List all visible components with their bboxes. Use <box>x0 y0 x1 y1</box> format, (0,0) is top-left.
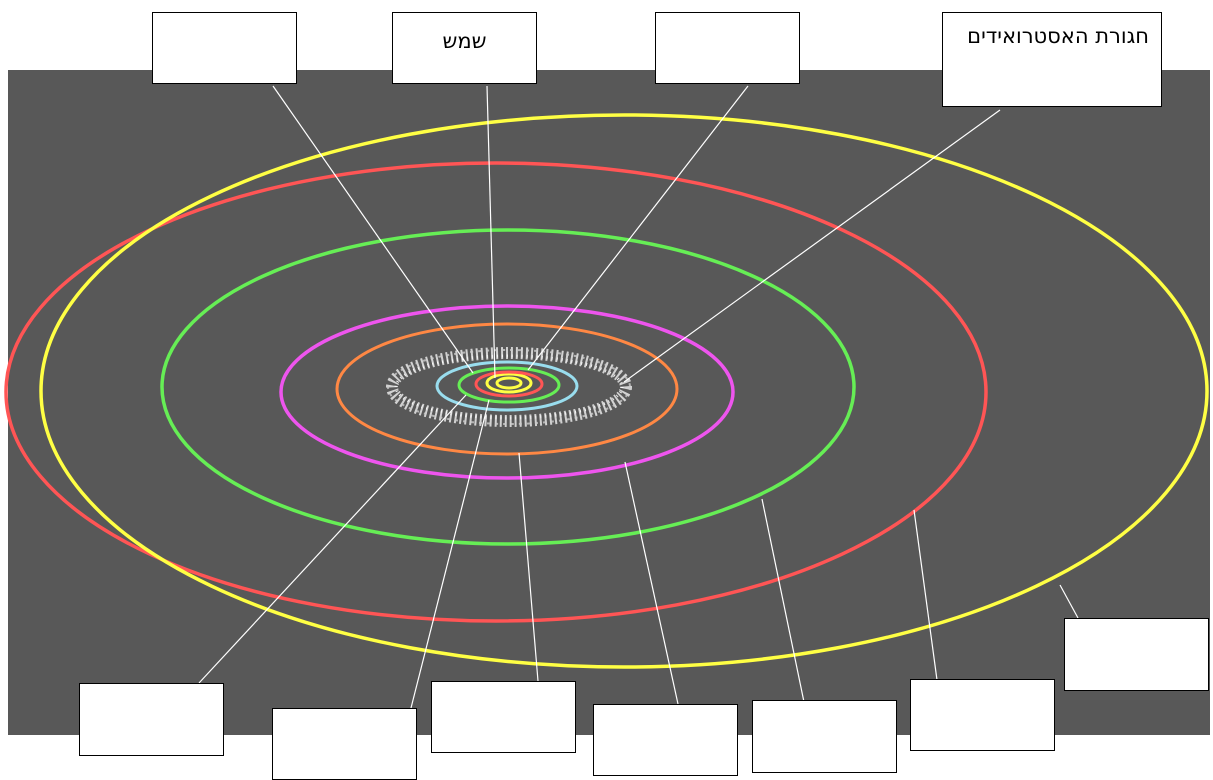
label-box-bottom-5[interactable] <box>752 700 897 773</box>
orbit-1 <box>495 376 523 390</box>
orbit-7 <box>279 304 735 480</box>
pointer-line-sun <box>486 85 496 379</box>
label-box-top-3[interactable] <box>655 12 800 84</box>
label-box-bottom-6[interactable] <box>910 679 1055 751</box>
pointer-line-bottom-2 <box>410 399 490 709</box>
pointer-line-bottom-6 <box>913 509 938 681</box>
label-box-sun[interactable]: שמש <box>392 12 537 84</box>
label-sun-text: שמש <box>442 29 487 53</box>
label-box-bottom-1[interactable] <box>79 683 224 756</box>
label-box-asteroid-belt[interactable]: חגורת האסטרואידים <box>942 12 1162 107</box>
label-asteroid-belt-text: חגורת האסטרואידים <box>967 24 1149 48</box>
orbit-9 <box>4 161 988 623</box>
pointer-line-bottom-3 <box>518 452 539 682</box>
label-box-bottom-2[interactable] <box>272 708 417 780</box>
pointer-line-asteroid-belt <box>623 109 1001 383</box>
pointer-line-bottom-7 <box>1059 584 1079 619</box>
pointer-line-bottom-5 <box>761 498 805 703</box>
asteroid-belt-outer-texture <box>387 349 631 425</box>
orbits <box>4 113 1209 669</box>
label-box-top-1[interactable] <box>152 12 297 84</box>
pointer-line-top-1 <box>272 85 474 374</box>
orbit-6 <box>335 322 679 456</box>
asteroid-belt-ring <box>386 347 632 427</box>
orbit-10 <box>39 113 1209 669</box>
pointer-line-bottom-4 <box>624 461 679 705</box>
orbit-5 <box>435 360 579 412</box>
pointer-line-bottom-1 <box>198 394 467 684</box>
orbit-3 <box>474 370 544 398</box>
orbit-2 <box>485 372 533 394</box>
label-box-bottom-3[interactable] <box>431 681 576 753</box>
pointer-line-top-3 <box>527 85 749 371</box>
orbit-8 <box>160 228 856 546</box>
pointer-lines <box>198 85 1079 709</box>
asteroid-belt <box>386 347 632 427</box>
orbit-4 <box>457 366 561 404</box>
asteroid-belt-inner-texture <box>394 354 624 420</box>
label-box-bottom-4[interactable] <box>593 704 738 776</box>
label-box-bottom-7[interactable] <box>1064 618 1209 691</box>
